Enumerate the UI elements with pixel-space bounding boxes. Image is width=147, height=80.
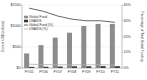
tick-label: 10%: [124, 50, 132, 54]
category-label: FY09: [82, 70, 91, 74]
tick-label: 40%: [124, 3, 132, 7]
bar: [86, 66, 91, 68]
legend: Global FundUNAIDSGlobal Fund (%)UNAIDS (…: [24, 15, 53, 31]
bar: [58, 67, 63, 68]
bar: [67, 33, 72, 68]
bar: [110, 24, 115, 68]
tick-label: $500: [13, 45, 21, 49]
legend-swatch: [24, 16, 28, 19]
tick-label: $1000: [11, 24, 21, 28]
legend-label: UNAIDS (%): [29, 27, 48, 31]
bar: [101, 66, 106, 68]
category-label: FY05: [25, 70, 34, 74]
tick-label: $1500: [11, 3, 21, 7]
category-label: FY11: [111, 70, 119, 74]
legend-swatch: [24, 25, 28, 26]
y2-axis-title: Percentage of Total Global Funding: [140, 12, 144, 62]
chart: $0 $500 $1000 $1500 0% 10% 20% 30% 40% Current US…: [0, 0, 147, 80]
line: [29, 8, 115, 22]
grid-line: [22, 5, 122, 6]
bar: [72, 66, 77, 68]
category-label: FY10: [96, 70, 105, 74]
tick-label: 20%: [124, 35, 132, 39]
tick-label: $0: [17, 66, 21, 70]
legend-swatch: [24, 29, 28, 30]
line: [29, 64, 115, 66]
legend-swatch: [24, 20, 28, 23]
plot-marks: [24, 8, 120, 68]
bar: [24, 53, 29, 68]
bar: [115, 66, 120, 68]
tick-label: 0%: [124, 66, 130, 70]
category-label: FY08: [68, 70, 77, 74]
y-axis: [22, 5, 23, 68]
category-label: FY06: [39, 70, 48, 74]
y-axis-title: Current US$ (millions): [1, 21, 5, 52]
x-axis: [22, 68, 122, 69]
y2-axis: [122, 5, 123, 68]
tick-label: 30%: [124, 19, 132, 23]
bar: [81, 26, 86, 68]
bar: [96, 24, 101, 68]
bar: [53, 38, 58, 68]
category-label: FY07: [53, 70, 62, 74]
